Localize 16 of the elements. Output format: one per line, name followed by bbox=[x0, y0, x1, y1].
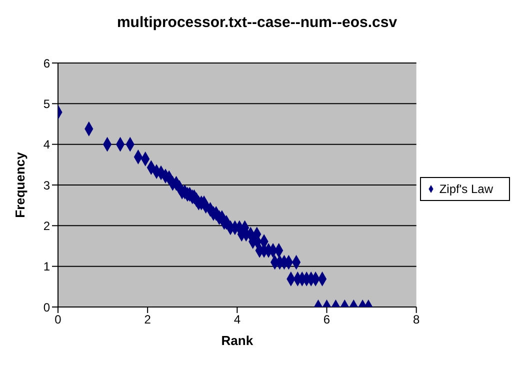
x-tick-label: 8 bbox=[413, 312, 420, 327]
y-axis-title: Frequency bbox=[12, 151, 28, 218]
x-tick-label: 4 bbox=[234, 312, 241, 327]
legend-label: Zipf's Law bbox=[439, 182, 493, 196]
x-tick-label: 2 bbox=[144, 312, 152, 327]
y-tick-label: 1 bbox=[43, 260, 50, 274]
y-tick-label: 5 bbox=[43, 96, 50, 111]
y-tick-label: 3 bbox=[43, 178, 50, 192]
y-tick-label: 4 bbox=[43, 138, 50, 152]
x-tick-label: 6 bbox=[323, 312, 330, 327]
y-tick-label: 6 bbox=[43, 56, 50, 70]
chart-title: multiprocessor.txt--case--num--eos.csv bbox=[116, 14, 398, 31]
y-tick-label: 0 bbox=[43, 300, 50, 314]
x-axis-title: Rank bbox=[221, 333, 254, 348]
y-tick-label: 2 bbox=[43, 218, 50, 233]
x-tick-label: 0 bbox=[54, 312, 62, 327]
